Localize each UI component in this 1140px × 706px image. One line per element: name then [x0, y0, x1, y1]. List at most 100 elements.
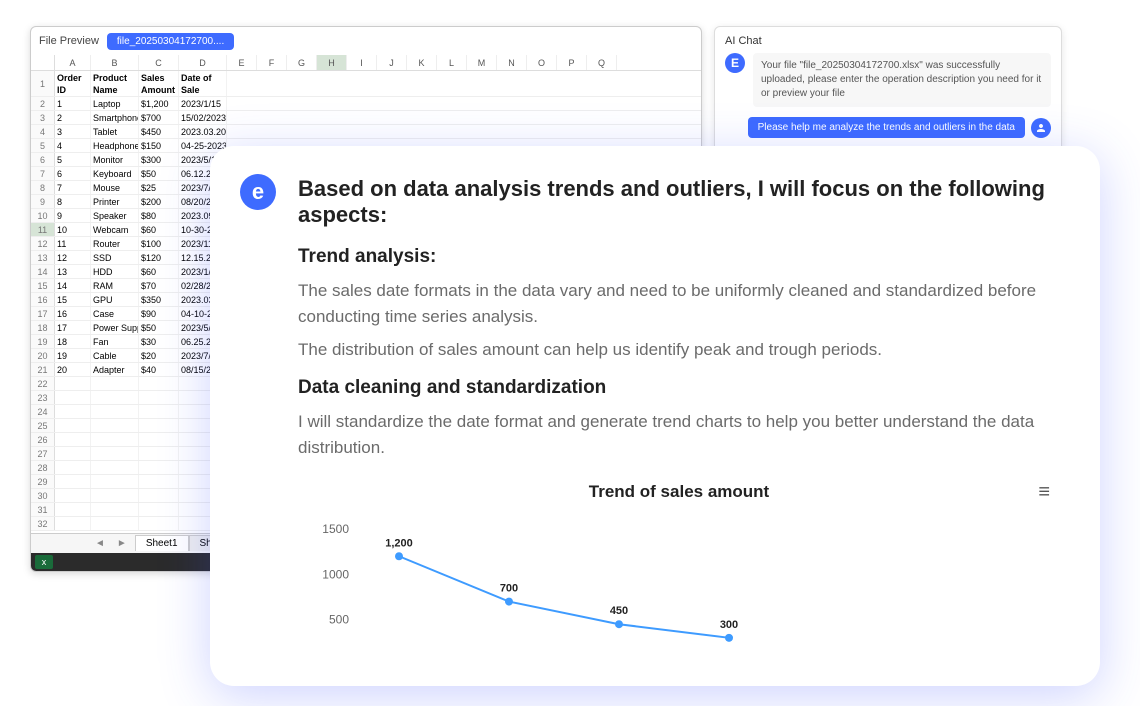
row-number[interactable]: 6 — [31, 153, 55, 166]
row-number[interactable]: 32 — [31, 517, 55, 530]
cell[interactable]: 14 — [55, 279, 91, 292]
cell[interactable] — [139, 517, 179, 530]
cell[interactable]: 2023.03.20 — [179, 125, 227, 138]
cell[interactable]: Speaker — [91, 209, 139, 222]
cell[interactable] — [91, 377, 139, 390]
cell[interactable]: RAM — [91, 279, 139, 292]
cell[interactable]: HDD — [91, 265, 139, 278]
cell[interactable]: $50 — [139, 167, 179, 180]
column-header-D[interactable]: D — [179, 55, 227, 70]
cell[interactable]: Fan — [91, 335, 139, 348]
cell[interactable]: 8 — [55, 195, 91, 208]
cell[interactable]: Router — [91, 237, 139, 250]
cell[interactable]: $25 — [139, 181, 179, 194]
cell[interactable]: $90 — [139, 307, 179, 320]
cell[interactable]: 9 — [55, 209, 91, 222]
row-number[interactable]: 2 — [31, 97, 55, 110]
cell[interactable]: Mouse — [91, 181, 139, 194]
row-number[interactable]: 25 — [31, 419, 55, 432]
row-number[interactable]: 12 — [31, 237, 55, 250]
row-number[interactable]: 15 — [31, 279, 55, 292]
cell[interactable]: Printer — [91, 195, 139, 208]
column-header-F[interactable]: F — [257, 55, 287, 70]
cell[interactable]: Smartphone — [91, 111, 139, 124]
cell[interactable] — [91, 503, 139, 516]
tab-nav-next[interactable]: ► — [113, 538, 131, 549]
cell[interactable] — [55, 475, 91, 488]
column-header-I[interactable]: I — [347, 55, 377, 70]
cell[interactable]: Keyboard — [91, 167, 139, 180]
cell[interactable] — [55, 391, 91, 404]
cell[interactable]: 20 — [55, 363, 91, 376]
cell[interactable] — [91, 517, 139, 530]
cell[interactable] — [55, 503, 91, 516]
row-number[interactable]: 21 — [31, 363, 55, 376]
cell[interactable]: 15 — [55, 293, 91, 306]
cell[interactable]: 7 — [55, 181, 91, 194]
cell[interactable]: SSD — [91, 251, 139, 264]
cell[interactable]: $70 — [139, 279, 179, 292]
column-header-A[interactable]: A — [55, 55, 91, 70]
cell[interactable]: $60 — [139, 223, 179, 236]
cell[interactable]: Adapter — [91, 363, 139, 376]
cell[interactable]: 10 — [55, 223, 91, 236]
row-number[interactable]: 29 — [31, 475, 55, 488]
cell[interactable] — [55, 489, 91, 502]
column-header-K[interactable]: K — [407, 55, 437, 70]
row-number[interactable]: 20 — [31, 349, 55, 362]
cell[interactable] — [91, 419, 139, 432]
column-header-L[interactable]: L — [437, 55, 467, 70]
cell[interactable]: 2023/1/15 — [179, 97, 227, 110]
row-number[interactable]: 13 — [31, 251, 55, 264]
cell[interactable] — [91, 433, 139, 446]
cell[interactable]: Laptop — [91, 97, 139, 110]
tab-nav-prev[interactable]: ◄ — [91, 538, 109, 549]
row-number[interactable]: 30 — [31, 489, 55, 502]
cell[interactable]: 13 — [55, 265, 91, 278]
cell[interactable]: $150 — [139, 139, 179, 152]
cell[interactable]: 18 — [55, 335, 91, 348]
cell[interactable]: $30 — [139, 335, 179, 348]
cell[interactable] — [139, 377, 179, 390]
row-number[interactable]: 22 — [31, 377, 55, 390]
cell[interactable]: $20 — [139, 349, 179, 362]
column-header-M[interactable]: M — [467, 55, 497, 70]
filename-chip[interactable]: file_20250304172700.... — [107, 33, 234, 50]
cell[interactable]: 1 — [55, 97, 91, 110]
cell[interactable] — [139, 405, 179, 418]
cell[interactable]: 3 — [55, 125, 91, 138]
cell[interactable] — [55, 447, 91, 460]
row-number[interactable]: 18 — [31, 321, 55, 334]
cell[interactable] — [139, 419, 179, 432]
column-header-O[interactable]: O — [527, 55, 557, 70]
cell[interactable]: $40 — [139, 363, 179, 376]
cell[interactable] — [139, 461, 179, 474]
cell[interactable]: 12 — [55, 251, 91, 264]
column-header-N[interactable]: N — [497, 55, 527, 70]
cell[interactable]: Tablet — [91, 125, 139, 138]
cell[interactable]: Case — [91, 307, 139, 320]
row-number[interactable]: 23 — [31, 391, 55, 404]
row-number[interactable]: 27 — [31, 447, 55, 460]
cell[interactable]: Sales Amount — [139, 71, 179, 96]
cell[interactable]: $60 — [139, 265, 179, 278]
row-number[interactable]: 1 — [31, 71, 55, 96]
cell[interactable] — [55, 405, 91, 418]
cell[interactable]: Product Name — [91, 71, 139, 96]
cell[interactable]: 5 — [55, 153, 91, 166]
row-number[interactable]: 24 — [31, 405, 55, 418]
cell[interactable]: Power Supply — [91, 321, 139, 334]
select-all-corner[interactable] — [31, 55, 55, 70]
row-number[interactable]: 11 — [31, 223, 55, 236]
row-number[interactable]: 8 — [31, 181, 55, 194]
cell[interactable]: $200 — [139, 195, 179, 208]
cell[interactable]: $50 — [139, 321, 179, 334]
row-number[interactable]: 7 — [31, 167, 55, 180]
cell[interactable]: 17 — [55, 321, 91, 334]
cell[interactable]: Webcam — [91, 223, 139, 236]
cell[interactable]: $350 — [139, 293, 179, 306]
row-number[interactable]: 28 — [31, 461, 55, 474]
cell[interactable] — [139, 503, 179, 516]
cell[interactable] — [139, 433, 179, 446]
cell[interactable]: 15/02/2023 — [179, 111, 227, 124]
